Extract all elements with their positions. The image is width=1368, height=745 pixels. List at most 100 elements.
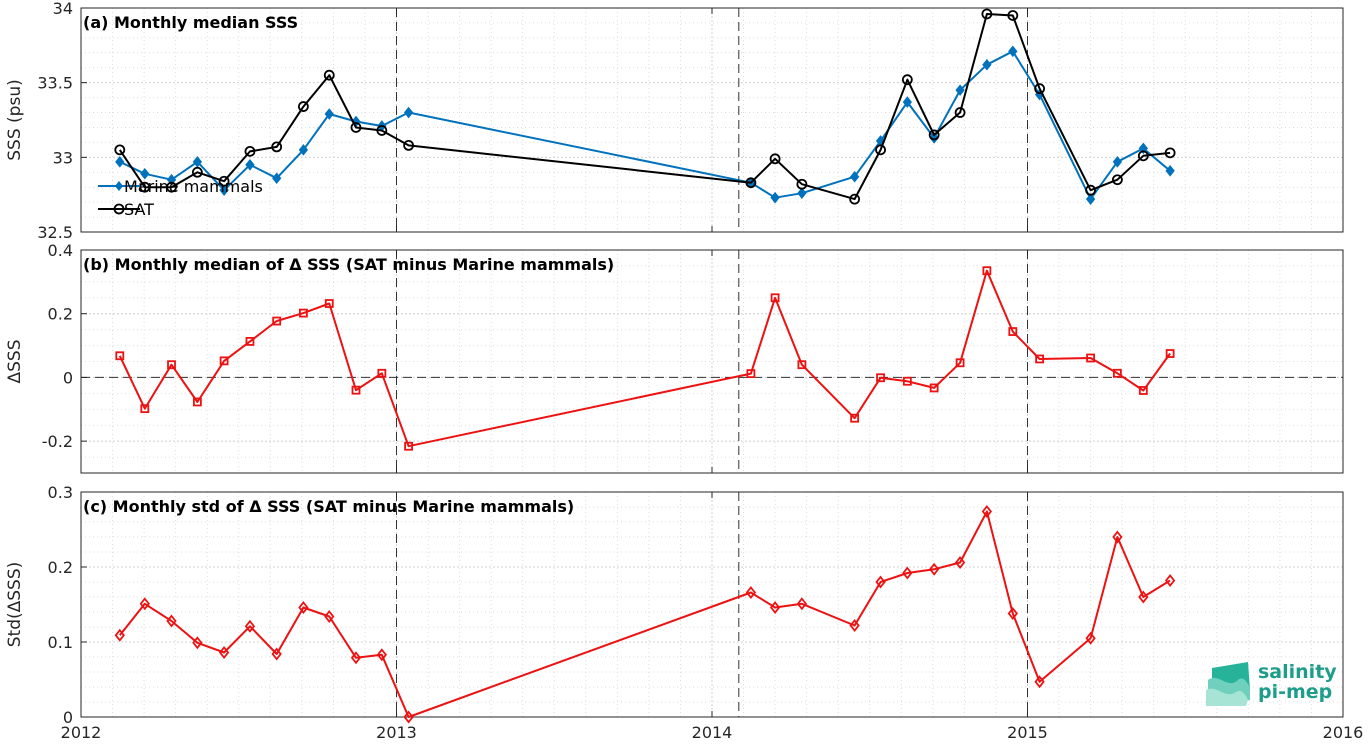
series-line-0 [115,266,1175,451]
data-point [324,610,335,623]
data-point [875,144,886,156]
data-point [245,337,255,346]
data-point [114,628,125,642]
data-point [876,373,885,383]
data-point [929,383,939,393]
data-point [1164,147,1176,159]
data-point [1034,83,1046,95]
x-tick-label: 2013 [376,723,417,742]
y-tick-label: 34 [53,0,73,18]
data-point [1085,631,1096,645]
data-point [377,368,387,378]
y-tick-label: 0 [63,708,73,727]
data-point [1008,327,1018,336]
grid [80,491,1344,718]
data-point [849,619,860,632]
data-point [324,108,334,120]
data-point [850,413,860,423]
grid [80,249,1344,473]
salinity-wave-icon [1206,662,1250,706]
data-point [901,74,913,86]
data-point [1112,368,1122,378]
data-point [351,385,361,395]
data-point [1164,574,1176,587]
data-point [902,376,912,386]
data-point [218,175,230,187]
data-point [928,129,940,141]
y-tick-label: 32.5 [37,223,73,242]
data-point [1112,156,1123,168]
data-point [218,646,230,659]
data-point [404,441,414,451]
legend-label: Marine mammals [124,177,263,196]
data-point [1007,607,1018,620]
y-tick-label: 0 [63,368,73,387]
data-point [114,144,126,156]
data-point [1086,353,1095,363]
data-point [954,107,966,118]
data-point [1112,530,1123,544]
y-axis-label: ΔSSS [5,339,25,383]
y-axis-label: Std(ΔSSS) [5,562,25,648]
data-point [219,356,229,366]
data-point [745,586,757,599]
series-sat [114,8,1176,205]
data-point [849,170,860,183]
pi-mep-logo: salinity pi-mep [1206,661,1337,706]
data-point [403,710,414,724]
series-line [118,13,1171,201]
panel-title: (c) Monthly std of Δ SSS (SAT minus Mari… [83,497,574,516]
panel-monthly-median-delta-sss: -0.2 0 0.2 0.4 ΔSSS (b) Monthly median of Δ S… [5,241,1344,474]
data-point [745,177,757,189]
data-point [324,299,334,308]
data-point [1007,10,1019,21]
data-point [875,575,886,589]
data-point [191,166,203,178]
data-point [1085,193,1096,205]
data-point [403,106,414,119]
panel-title: (a) Monthly median SSS [83,13,298,32]
data-point [955,84,965,96]
x-tick-label: 2012 [61,723,102,742]
data-point [272,172,282,185]
data-point [244,619,256,633]
legend-marker [113,203,125,215]
data-point [271,647,282,661]
data-point [955,358,965,368]
data-point [166,181,177,193]
data-point [403,139,415,151]
data-point [350,651,362,665]
data-point [746,369,756,379]
data-point [244,145,256,157]
legend-marker [115,181,123,191]
panel-title: (b) Monthly median of Δ SSS (SAT minus M… [83,255,614,274]
data-point [1138,590,1149,604]
y-tick-label: 0.3 [48,483,73,502]
data-point [192,397,202,407]
data-point [376,648,387,662]
data-point [115,156,125,168]
data-point [323,69,335,81]
data-point [139,597,150,611]
logo-text-line2: pi-mep [1258,681,1332,703]
data-point [796,597,808,611]
y-tick-label: 0.2 [48,305,73,324]
data-point [192,156,203,168]
y-tick-label: 33.5 [37,74,73,93]
data-point [902,566,913,580]
data-point [299,308,308,318]
data-point [298,144,309,156]
data-point [1137,150,1149,162]
data-point [902,96,912,108]
data-point [272,316,282,326]
data-point [981,8,993,20]
data-point [271,141,283,153]
data-point [981,505,993,518]
series-line [118,269,1171,448]
y-tick-label: -0.2 [42,432,73,451]
data-point [192,636,203,650]
data-point [166,614,177,628]
data-point [167,360,176,370]
data-point [982,58,992,71]
